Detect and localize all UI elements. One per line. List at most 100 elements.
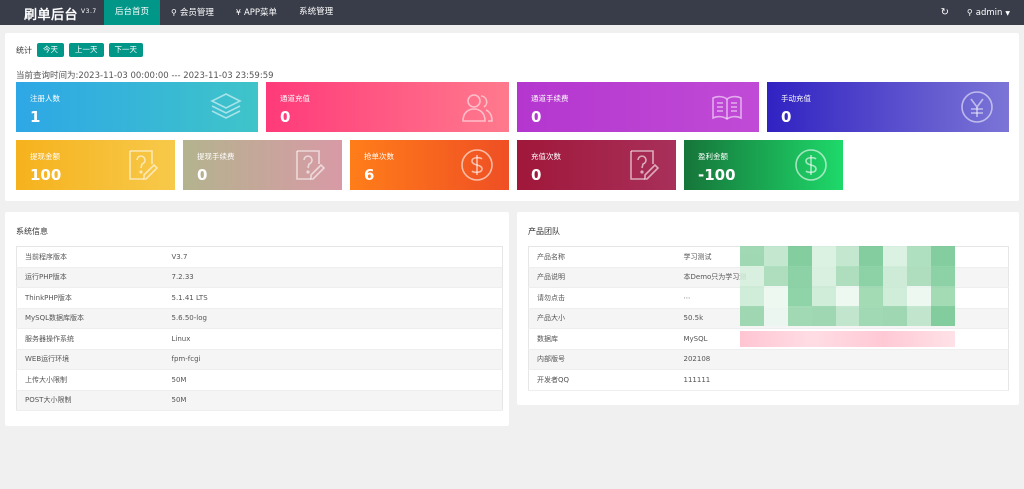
- mosaic-cell: [763, 246, 788, 266]
- mosaic-cell: [907, 306, 932, 326]
- mosaic-cell: [740, 266, 764, 286]
- row-key: 数据库: [528, 328, 676, 350]
- chevron-down-icon: ▼: [1005, 9, 1010, 17]
- user-icon: ⚲: [966, 7, 973, 17]
- card-title: 通道充值: [280, 94, 310, 103]
- question-doc-icon: [129, 150, 159, 180]
- nav-home[interactable]: 后台首页: [104, 0, 161, 25]
- redaction-mosaic: [740, 246, 955, 326]
- user-icon: ⚲: [171, 8, 177, 17]
- redaction-bar: [740, 331, 955, 347]
- row-key: 产品名称: [528, 246, 676, 268]
- stats-label: 统计: [16, 45, 32, 55]
- mosaic-cell: [835, 266, 860, 286]
- row-value: 50M: [163, 390, 503, 411]
- mosaic-cell: [811, 306, 836, 326]
- mosaic-cell: [883, 306, 908, 326]
- yen-circle-icon: [961, 91, 993, 123]
- top-navbar: 刷单后台 V3.7 后台首页 ⚲ 会员管理 ¥ APP菜单 系统管理 ↻ ⚲ admin…: [0, 0, 1024, 25]
- row-value: 5.6.50-log: [163, 308, 503, 329]
- nav-members[interactable]: ⚲ 会员管理: [171, 8, 214, 18]
- mosaic-cell: [859, 266, 884, 286]
- row-key: MySQL数据库版本: [16, 308, 164, 329]
- row-value: 7.2.33: [163, 267, 503, 288]
- card-grab-count: 抢单次数 6: [350, 140, 509, 190]
- mosaic-cell: [740, 246, 764, 266]
- dollar-circle-icon: [461, 149, 493, 181]
- main-nav: 后台首页 ⚲ 会员管理 ¥ APP菜单 系统管理: [104, 0, 344, 25]
- next-day-button[interactable]: 下一天: [108, 43, 143, 57]
- row-key: ThinkPHP版本: [16, 287, 164, 309]
- prev-day-button[interactable]: 上一天: [69, 43, 104, 57]
- card-channel-fee: 通道手续费 0: [517, 82, 759, 132]
- mosaic-cell: [811, 246, 836, 266]
- mosaic-cell: [907, 266, 932, 286]
- card-value: 0: [531, 108, 542, 126]
- row-key: 上传大小限制: [16, 369, 164, 391]
- card-registrations: 注册人数 1: [16, 82, 258, 132]
- nav-app-menu[interactable]: ¥ APP菜单: [235, 8, 278, 18]
- row-key: 服务器操作系统: [16, 328, 164, 350]
- card-manual-recharge: 手动充值 0: [767, 82, 1009, 132]
- row-key: WEB运行环境: [16, 349, 164, 370]
- row-key: 产品说明: [528, 267, 676, 288]
- system-info-table: 当前程序版本 V3.7 运行PHP版本 7.2.33 ThinkPHP版本 5.1.41 …: [16, 246, 503, 411]
- row-key: 请勿点击: [528, 287, 676, 309]
- layers-icon: [210, 93, 242, 119]
- yen-icon: ¥: [235, 8, 241, 17]
- mosaic-cell: [787, 246, 812, 266]
- mosaic-cell: [907, 246, 932, 266]
- mosaic-cell: [835, 246, 860, 266]
- card-value: 0: [280, 108, 291, 126]
- table-row: 运行PHP版本 7.2.33: [16, 267, 503, 288]
- card-title: 提现金额: [30, 152, 60, 161]
- nav-system[interactable]: 系统管理: [299, 7, 334, 17]
- row-value: Linux: [163, 328, 503, 350]
- card-title: 通道手续费: [531, 94, 569, 103]
- table-row: 内部版号 202108: [528, 349, 1009, 370]
- mosaic-cell: [907, 286, 932, 306]
- mosaic-cell: [740, 306, 764, 326]
- table-row: 开发者QQ 111111: [528, 369, 1009, 391]
- card-value: 0: [531, 166, 542, 184]
- refresh-icon[interactable]: ↻: [940, 7, 950, 18]
- mosaic-cell: [763, 306, 788, 326]
- mosaic-cell: [859, 246, 884, 266]
- panel-title: 产品团队: [528, 227, 560, 236]
- today-button[interactable]: 今天: [37, 43, 64, 57]
- mosaic-cell: [787, 286, 812, 306]
- mosaic-cell: [883, 266, 908, 286]
- row-value: V3.7: [163, 246, 503, 268]
- brand-logo[interactable]: 刷单后台 V3.7: [24, 8, 97, 23]
- row-key: 产品大小: [528, 308, 676, 329]
- card-value: 1: [30, 108, 41, 126]
- mosaic-cell: [787, 266, 812, 286]
- mosaic-cell: [931, 266, 955, 286]
- book-icon: [712, 95, 742, 120]
- card-channel-recharge: 通道充值 0: [266, 82, 509, 132]
- mosaic-cell: [835, 286, 860, 306]
- mosaic-cell: [811, 286, 836, 306]
- row-value: 5.1.41 LTS: [163, 287, 503, 309]
- card-profit-amount: 盈利金额 -100: [684, 140, 843, 190]
- user-menu[interactable]: ⚲ admin ▼: [966, 7, 1010, 18]
- card-withdraw-amount: 提现金额 100: [16, 140, 175, 190]
- mosaic-cell: [931, 306, 955, 326]
- table-row: ThinkPHP版本 5.1.41 LTS: [16, 287, 503, 309]
- panel-title: 系统信息: [16, 227, 48, 236]
- row-key: 当前程序版本: [16, 246, 164, 268]
- question-doc-icon: [296, 150, 326, 180]
- card-value: 0: [781, 108, 792, 126]
- mosaic-cell: [859, 286, 884, 306]
- mosaic-cell: [787, 306, 812, 326]
- card-value: 100: [30, 166, 62, 184]
- mosaic-cell: [763, 286, 788, 306]
- card-title: 充值次数: [531, 152, 561, 161]
- query-time-text: 当前查询时间为:2023-11-03 00:00:00 --- 2023-11-…: [16, 71, 274, 81]
- mosaic-cell: [763, 266, 788, 286]
- row-key: 运行PHP版本: [16, 267, 164, 288]
- mosaic-cell: [931, 286, 955, 306]
- row-value: 111111: [675, 369, 1009, 391]
- table-row: POST大小限制 50M: [16, 390, 503, 411]
- card-title: 提现手续费: [197, 152, 235, 161]
